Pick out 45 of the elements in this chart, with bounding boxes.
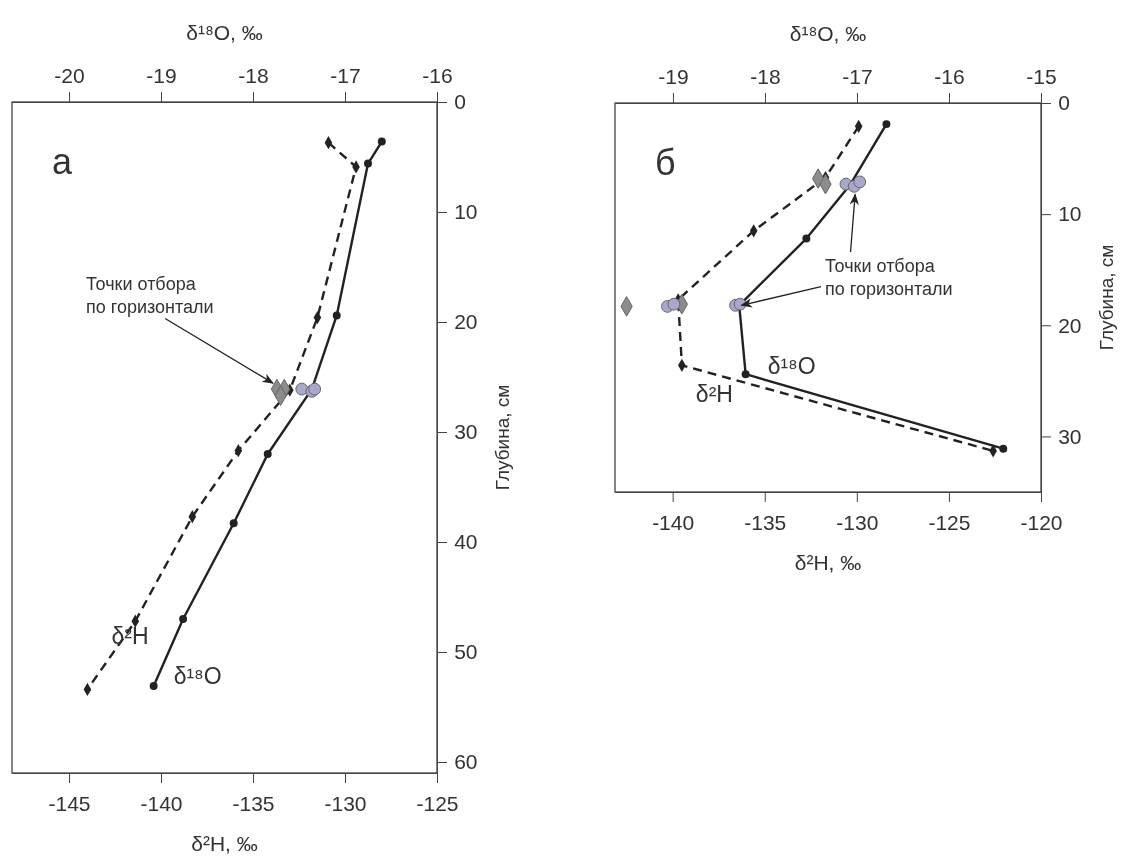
x-axis-title: δ²H, ‰	[191, 832, 258, 855]
y-tick-label: 20	[454, 310, 478, 334]
series-label: δ¹⁸O	[173, 663, 222, 690]
y-tick-label: 20	[1058, 313, 1082, 337]
y-tick-label: 40	[454, 530, 478, 554]
x2-tick-label: -19	[146, 63, 177, 87]
x-tick-label: -120	[1020, 511, 1063, 535]
x-tick-label: -130	[324, 792, 367, 816]
x-tick-label: -135	[232, 792, 275, 816]
y-tick-label: 0	[454, 90, 466, 114]
y-tick-label: 0	[1058, 91, 1070, 115]
y-tick-label: 30	[454, 420, 478, 444]
y-axis-title: Глубина, см	[492, 384, 513, 491]
y-tick-label: 50	[454, 640, 478, 664]
text: а	[52, 141, 73, 182]
x-tick-label: -135	[744, 511, 787, 535]
x2-axis-title: δ¹⁸O, ‰	[186, 21, 263, 44]
x2-tick-label: -16	[934, 64, 965, 88]
x2-tick-label: -18	[750, 64, 781, 88]
x-tick-label: -145	[48, 792, 91, 816]
x-tick-label: -140	[140, 792, 183, 816]
annotation: Точки отбора по горизонтали	[825, 256, 953, 299]
annotation: Точки отбора по горизонтали	[86, 274, 214, 317]
y-axis-title: Глубина, см	[1096, 244, 1117, 351]
text: б	[655, 142, 676, 183]
x2-tick-label: -19	[658, 64, 689, 88]
x2-tick-label: -17	[842, 64, 873, 88]
x2-tick-label: -20	[54, 63, 85, 87]
x2-tick-label: -16	[422, 63, 453, 87]
x2-tick-label: -18	[238, 63, 269, 87]
y-tick-label: 10	[454, 200, 478, 224]
x2-axis-title: δ¹⁸O, ‰	[789, 22, 867, 45]
y-tick-label: 60	[454, 750, 478, 774]
series-label: δ¹⁸O	[767, 353, 816, 380]
y-tick-label: 10	[1058, 202, 1082, 226]
y-tick-label: 30	[1058, 424, 1082, 448]
x-tick-label: -140	[652, 511, 695, 535]
x-axis-title: δ²H, ‰	[794, 551, 862, 574]
x2-tick-label: -17	[330, 63, 361, 87]
series-label: δ²H	[695, 381, 733, 408]
x-tick-label: -125	[416, 792, 459, 816]
x-tick-label: -125	[928, 511, 971, 535]
series-label: δ²H	[111, 623, 149, 650]
x-tick-label: -130	[836, 511, 879, 535]
x2-tick-label: -15	[1026, 64, 1057, 88]
